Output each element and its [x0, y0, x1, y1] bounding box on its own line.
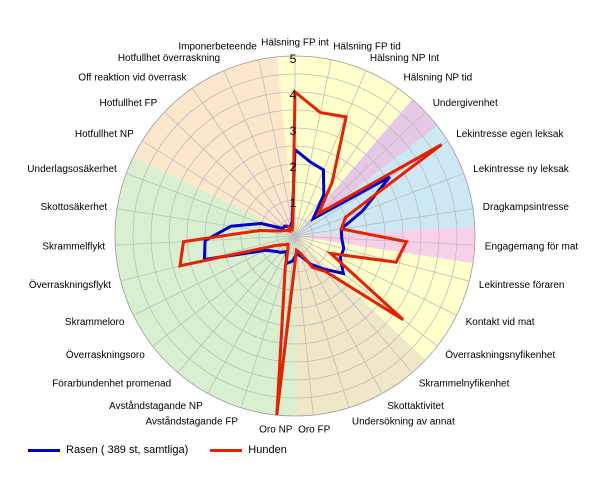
- category-label-11: Överraskningsnyfikenhet: [445, 349, 555, 361]
- tick-label-2: 2: [290, 160, 297, 174]
- tick-label-1: 1: [290, 196, 297, 210]
- tick-label-3: 3: [290, 124, 297, 138]
- series-line-1: [178, 88, 443, 416]
- legend-item-rasen: Rasen ( 389 st, samtliga): [28, 444, 188, 456]
- sector-background-0: [276, 56, 413, 237]
- category-label-26: Hotfullhet NP: [75, 129, 134, 140]
- category-label-22: Överraskningsflykt: [29, 279, 111, 291]
- category-label-3: Hälsning NP tid: [404, 72, 473, 83]
- category-label-23: Skrammelflykt: [42, 241, 105, 252]
- grid-spoke-11: [294, 235, 438, 347]
- category-label-12: Skrammelnyfikenhet: [419, 379, 510, 390]
- grid-spoke-7: [294, 208, 473, 237]
- grid-spoke-10: [294, 235, 457, 316]
- grid-spoke-14: [294, 235, 350, 408]
- category-label-2: Hälsning NP Int: [370, 53, 440, 64]
- grid-spoke-6: [294, 173, 464, 237]
- grid-spoke-3: [294, 88, 399, 237]
- category-label-21: Skrammeloro: [65, 317, 125, 328]
- category-label-15: Oro FP: [298, 425, 331, 436]
- grid-spoke-12: [294, 235, 413, 373]
- grid-spoke-19: [177, 235, 296, 373]
- sector-background-5: [295, 236, 426, 416]
- tick-label-4: 4: [290, 88, 297, 102]
- category-label-13: Skottaktivitet: [387, 401, 444, 412]
- category-label-8: Engagemang för mat: [485, 241, 579, 252]
- category-label-18: Avståndstagande NP: [109, 400, 203, 412]
- category-label-30: Imponerbeteende: [178, 42, 257, 53]
- grid-spoke-30: [258, 59, 296, 237]
- grid-spoke-1: [294, 59, 332, 237]
- legend-label-hunden: Hunden: [248, 444, 287, 456]
- grid-spoke-20: [152, 235, 296, 347]
- category-label-1: Hälsning FP tid: [333, 42, 401, 53]
- radial-tick-labels: 1 2 3 4 5: [290, 52, 297, 210]
- category-label-19: Förarbundenhet promenad: [52, 379, 171, 390]
- category-label-7: Dragkampsintresse: [483, 202, 570, 213]
- grid-spoke-27: [164, 111, 296, 237]
- grid-spoke-29: [223, 70, 296, 237]
- legend: Rasen ( 389 st, samtliga) Hunden: [28, 444, 287, 456]
- sector-background-7: [133, 56, 295, 236]
- grid-spoke-9: [294, 235, 470, 282]
- grid-spoke-2: [294, 70, 367, 237]
- legend-label-rasen: Rasen ( 389 st, samtliga): [66, 444, 189, 456]
- grid-spoke-18: [207, 235, 296, 394]
- category-label-4: Undergivenhet: [433, 98, 498, 109]
- category-label-20: Överraskningsoro: [66, 349, 145, 361]
- legend-item-hunden: Hunden: [210, 444, 287, 456]
- grid-spoke-26: [142, 140, 296, 237]
- grid-spoke-15: [294, 235, 314, 416]
- sector-background-6: [114, 156, 296, 416]
- category-label-9: Lekintresse föraren: [479, 280, 565, 291]
- category-label-10: Kontakt vid mat: [466, 317, 535, 328]
- category-label-5: Lekintresse egen leksak: [456, 129, 564, 140]
- legend-swatch-hunden: [210, 448, 243, 452]
- category-label-25: Underlagsosäkerhet: [27, 164, 117, 175]
- tick-label-5: 5: [290, 52, 297, 66]
- category-label-17: Avståndstagande FP: [145, 416, 238, 428]
- category-label-27: Hotfullhet FP: [99, 98, 157, 109]
- category-label-28: Off reaktion vid överrask: [78, 72, 187, 83]
- category-label-16: Oro NP: [259, 425, 293, 436]
- category-label-0: Hälsning FP int: [261, 38, 329, 49]
- grid-spoke-28: [191, 88, 296, 237]
- legend-swatch-rasen: [28, 448, 60, 452]
- category-label-24: Skottosäkerhet: [40, 202, 107, 213]
- series-lines: [178, 88, 443, 416]
- grid-spoke-8: [294, 235, 475, 246]
- category-label-29: Hotfullhet överraskning: [118, 53, 220, 64]
- sector-background-3: [295, 226, 475, 264]
- category-label-14: Undersökning av annat: [352, 417, 455, 428]
- category-label-6: Lekintresse ny leksak: [473, 164, 570, 175]
